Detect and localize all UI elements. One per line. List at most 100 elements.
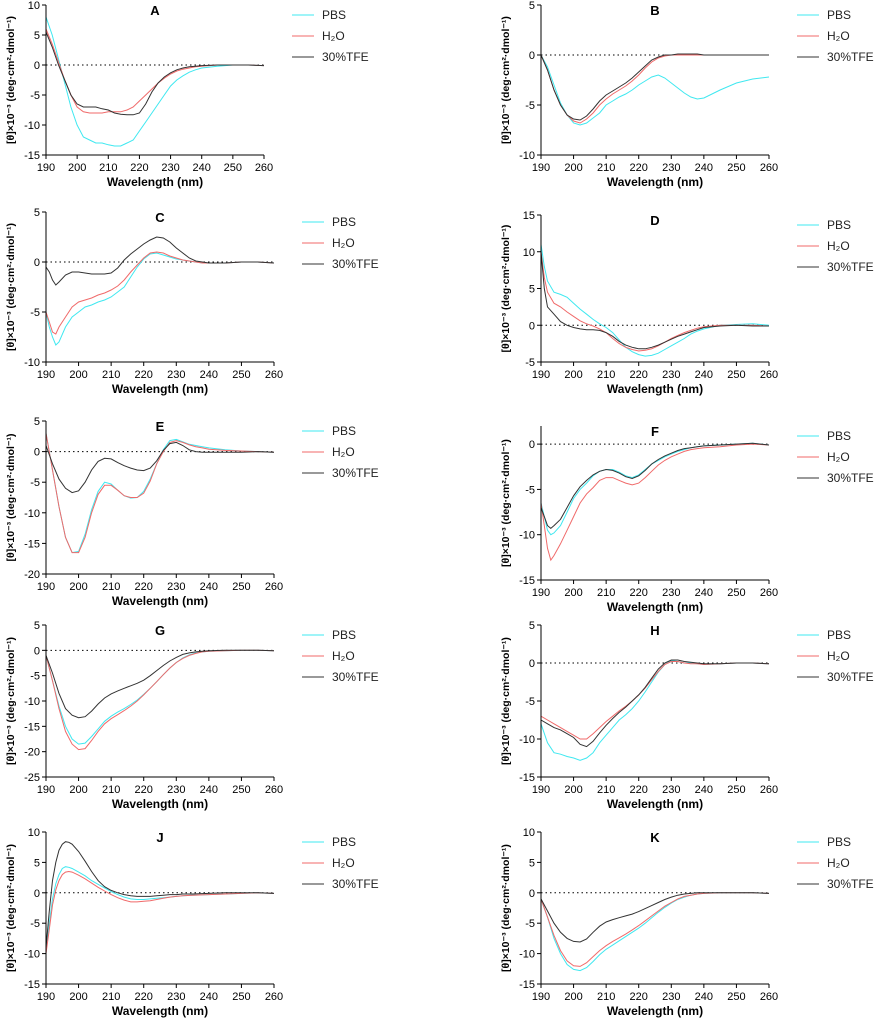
panel-c: 190 200 210 220 230 240 250 260 -10 -5 0 5 C Waveleng… <box>5 207 379 396</box>
series-line-30tfe <box>45 841 275 948</box>
y-axis-label: [θ]×10⁻³ (deg·cm²·dmol⁻¹) <box>500 844 512 972</box>
series-line-h2o <box>45 870 275 954</box>
y-tick-label: -10 <box>519 949 535 961</box>
y-axis-label: [θ]×10⁻³ (deg·cm²·dmol⁻¹) <box>5 434 17 562</box>
y-tick-label: -5 <box>30 90 40 102</box>
y-tick-label: -15 <box>24 150 40 162</box>
y-tick-label: 10 <box>523 827 535 839</box>
y-axis-label: [θ]×10⁻³ (deg·cm²·dmol⁻¹) <box>500 225 512 353</box>
panel-title: C <box>155 210 165 225</box>
y-axis-label: [θ]×10⁻³ (deg·cm²·dmol⁻¹) <box>5 844 17 972</box>
x-tick-label: 200 <box>564 991 582 1003</box>
legend-label: 30%TFE <box>827 260 874 274</box>
x-tick-label: 200 <box>69 784 87 796</box>
legend-label: PBS <box>332 628 356 642</box>
legend-label: 30%TFE <box>332 257 379 271</box>
y-axis-label: [θ]×10⁻³ (deg·cm²·dmol⁻¹) <box>5 223 17 351</box>
y-tick-label: -10 <box>24 949 40 961</box>
x-tick-label: 200 <box>564 587 582 599</box>
y-tick-label: -10 <box>519 734 535 746</box>
series-line-h2o <box>540 251 770 352</box>
panel-title: B <box>650 3 659 18</box>
legend-label: PBS <box>827 429 851 443</box>
series-line-pbs <box>45 433 275 554</box>
y-tick-label: 0 <box>34 257 40 269</box>
series-line-30tfe <box>45 649 275 719</box>
y-tick-label: -15 <box>24 721 40 733</box>
x-tick-label: 240 <box>200 581 218 593</box>
y-tick-label: 0 <box>529 50 535 62</box>
x-tick-label: 210 <box>597 369 615 381</box>
y-tick-label: 0 <box>529 439 535 451</box>
series-line-pbs <box>45 16 265 147</box>
y-tick-label: -10 <box>24 120 40 132</box>
x-tick-label: 210 <box>597 784 615 796</box>
series-line-30tfe <box>45 31 265 116</box>
panel-title: F <box>651 424 659 439</box>
x-tick-label: 230 <box>662 162 680 174</box>
panel-g: 190 200 210 220 230 240 250 260 -25 -20 -15 -10 -5 0 5… <box>5 620 379 811</box>
x-axis-label: Wavelength (nm) <box>112 797 208 811</box>
y-tick-label: 15 <box>523 210 535 222</box>
y-tick-label: 0 <box>34 447 40 459</box>
x-tick-label: 240 <box>695 991 713 1003</box>
x-tick-label: 240 <box>200 369 218 381</box>
panel-h: 190 200 210 220 230 240 250 260 -15 -10 -5 0 5 H Wavel… <box>500 620 874 811</box>
x-tick-label: 230 <box>662 587 680 599</box>
y-tick-label: -5 <box>525 484 535 496</box>
x-tick-label: 220 <box>630 991 648 1003</box>
y-tick-label: -15 <box>519 772 535 784</box>
y-tick-label: 0 <box>529 888 535 900</box>
x-tick-label: 260 <box>760 784 778 796</box>
x-tick-label: 210 <box>102 369 120 381</box>
series-line-h2o <box>45 28 265 114</box>
series-line-30tfe <box>45 441 275 494</box>
x-tick-label: 260 <box>760 162 778 174</box>
legend-label: H₂O <box>332 856 355 870</box>
y-tick-label: -10 <box>519 530 535 542</box>
legend-label: H₂O <box>827 29 850 43</box>
x-tick-label: 200 <box>564 162 582 174</box>
y-tick-label: 0 <box>529 320 535 332</box>
x-tick-label: 190 <box>37 369 55 381</box>
x-axis-label: Wavelength (nm) <box>112 594 208 608</box>
y-tick-label: -5 <box>30 918 40 930</box>
panel-b: 190 200 210 220 230 240 250 260 -10 -5 0 5 B Waveleng… <box>500 0 874 189</box>
y-tick-label: 5 <box>34 416 40 428</box>
series-line-pbs <box>45 649 275 745</box>
x-tick-label: 250 <box>232 784 250 796</box>
x-tick-label: 210 <box>597 162 615 174</box>
x-tick-label: 220 <box>630 162 648 174</box>
y-tick-label: 10 <box>28 0 40 12</box>
x-tick-label: 250 <box>727 991 745 1003</box>
series-line-pbs <box>45 866 275 948</box>
y-tick-label: -10 <box>24 508 40 520</box>
x-tick-label: 210 <box>102 581 120 593</box>
x-tick-label: 230 <box>662 784 680 796</box>
x-tick-label: 200 <box>69 581 87 593</box>
x-tick-label: 230 <box>662 991 680 1003</box>
panel-title: J <box>156 830 163 845</box>
x-tick-label: 220 <box>630 587 648 599</box>
x-tick-label: 210 <box>597 991 615 1003</box>
legend-label: H₂O <box>827 450 850 464</box>
series-line-pbs <box>45 252 275 346</box>
x-axis-label: Wavelength (nm) <box>607 1004 703 1018</box>
y-tick-label: -5 <box>525 918 535 930</box>
y-tick-label: -5 <box>525 696 535 708</box>
x-tick-label: 230 <box>167 369 185 381</box>
series-line-h2o <box>45 649 275 751</box>
panel-title: H <box>650 623 659 638</box>
legend-label: H₂O <box>827 649 850 663</box>
y-tick-label: 5 <box>34 207 40 219</box>
legend-label: H₂O <box>332 445 355 459</box>
x-tick-label: 190 <box>532 784 550 796</box>
legend-label: PBS <box>322 8 346 22</box>
x-tick-label: 200 <box>564 369 582 381</box>
y-tick-label: 0 <box>529 658 535 670</box>
x-tick-label: 220 <box>135 581 153 593</box>
panel-j: 190 200 210 220 230 240 250 260 -15 -10 -5 0 5 10 J Wav… <box>5 827 379 1018</box>
x-tick-label: 190 <box>532 369 550 381</box>
y-tick-label: -20 <box>24 747 40 759</box>
x-tick-label: 190 <box>37 991 55 1003</box>
